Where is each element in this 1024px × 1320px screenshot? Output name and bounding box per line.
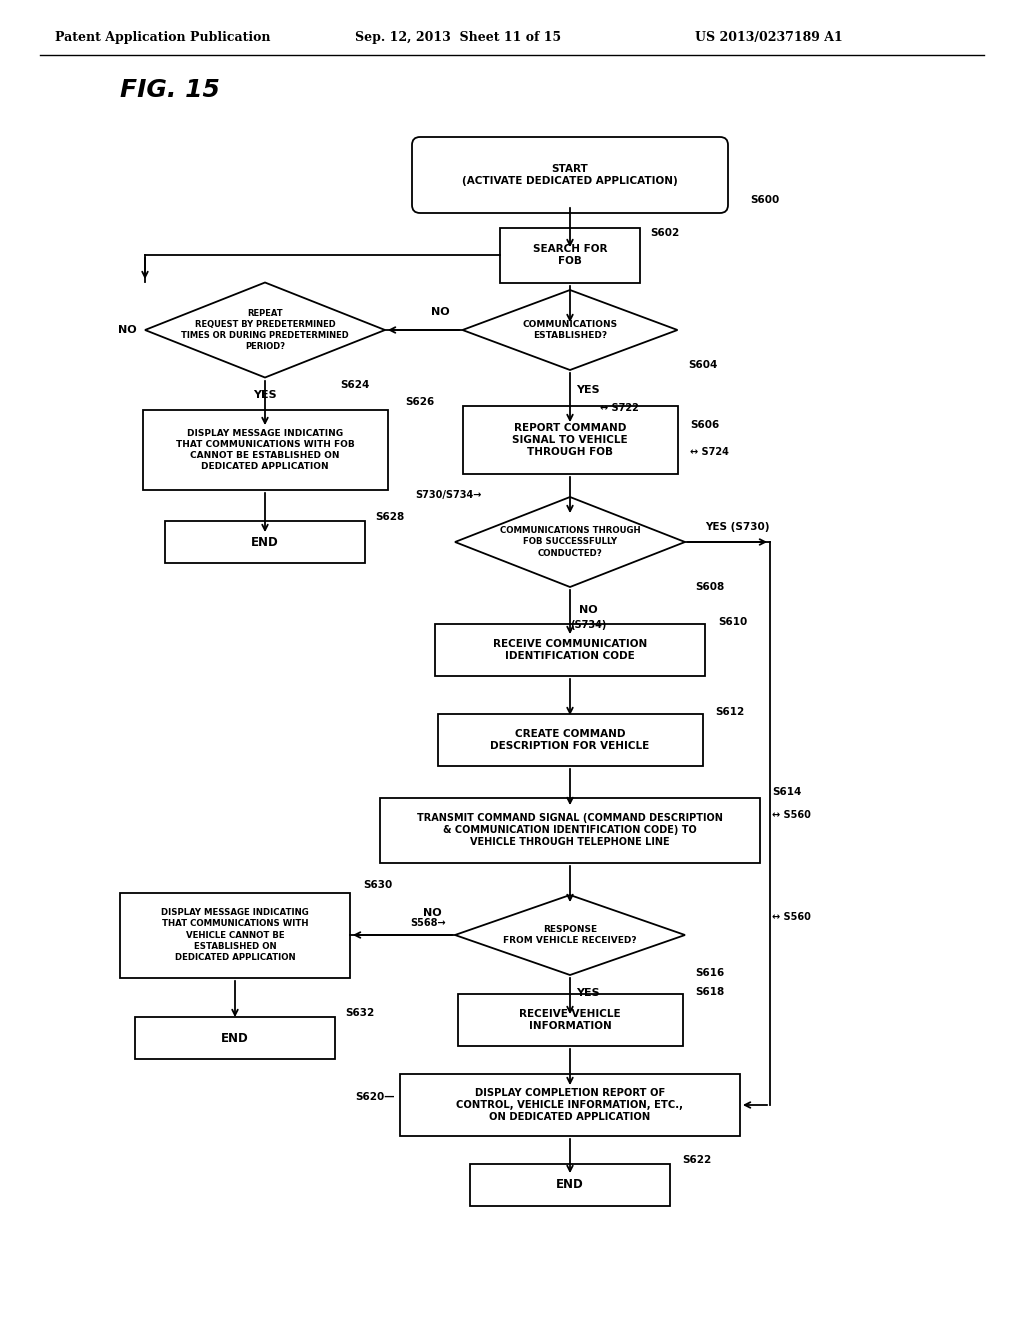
Text: END: END (221, 1031, 249, 1044)
Bar (135, 1016, 335, 1059)
Text: END: END (251, 536, 279, 549)
Text: SEARCH FOR
FOB: SEARCH FOR FOB (532, 244, 607, 267)
Text: REPORT COMMAND
SIGNAL TO VEHICLE
THROUGH FOB: REPORT COMMAND SIGNAL TO VEHICLE THROUGH… (512, 422, 628, 458)
Text: TRANSMIT COMMAND SIGNAL (COMMAND DESCRIPTION
& COMMUNICATION IDENTIFICATION CODE: TRANSMIT COMMAND SIGNAL (COMMAND DESCRIP… (417, 813, 723, 847)
Text: COMMUNICATIONS
ESTABLISHED?: COMMUNICATIONS ESTABLISHED? (522, 319, 617, 341)
Text: CREATE COMMAND
DESCRIPTION FOR VEHICLE: CREATE COMMAND DESCRIPTION FOR VEHICLE (490, 729, 649, 751)
Text: S628: S628 (375, 512, 404, 521)
Text: RESPONSE
FROM VEHICLE RECEIVED?: RESPONSE FROM VEHICLE RECEIVED? (503, 925, 637, 945)
Text: START
(ACTIVATE DEDICATED APPLICATION): START (ACTIVATE DEDICATED APPLICATION) (462, 164, 678, 186)
Text: S568→: S568→ (410, 917, 445, 928)
Bar (437, 714, 702, 766)
Text: US 2013/0237189 A1: US 2013/0237189 A1 (695, 30, 843, 44)
Bar (400, 1074, 740, 1137)
Text: NO: NO (423, 908, 441, 917)
Text: S614: S614 (772, 787, 802, 797)
Text: ↔ S724: ↔ S724 (690, 447, 729, 457)
Text: YES: YES (577, 385, 600, 395)
Text: ↔ S560: ↔ S560 (772, 912, 811, 921)
Text: S608: S608 (695, 582, 724, 591)
Text: DISPLAY MESSAGE INDICATING
THAT COMMUNICATIONS WITH FOB
CANNOT BE ESTABLISHED ON: DISPLAY MESSAGE INDICATING THAT COMMUNIC… (176, 429, 354, 471)
Text: DISPLAY COMPLETION REPORT OF
CONTROL, VEHICLE INFORMATION, ETC.,
ON DEDICATED AP: DISPLAY COMPLETION REPORT OF CONTROL, VE… (457, 1088, 683, 1122)
Text: FIG. 15: FIG. 15 (120, 78, 220, 102)
Text: S606: S606 (690, 420, 719, 430)
Bar (470, 1164, 670, 1206)
Text: S630: S630 (362, 880, 392, 890)
Text: S602: S602 (650, 228, 679, 238)
Text: REPEAT
REQUEST BY PREDETERMINED
TIMES OR DURING PREDETERMINED
PERIOD?: REPEAT REQUEST BY PREDETERMINED TIMES OR… (181, 309, 349, 351)
Text: YES: YES (577, 987, 600, 998)
Text: S600: S600 (750, 195, 779, 205)
Text: NO: NO (431, 308, 450, 317)
FancyBboxPatch shape (412, 137, 728, 213)
Bar (120, 892, 350, 978)
Text: S610: S610 (718, 616, 748, 627)
Polygon shape (455, 895, 685, 975)
Text: DISPLAY MESSAGE INDICATING
THAT COMMUNICATIONS WITH
VEHICLE CANNOT BE
ESTABLISHE: DISPLAY MESSAGE INDICATING THAT COMMUNIC… (161, 908, 309, 962)
Text: S612: S612 (715, 708, 744, 717)
Text: YES: YES (253, 389, 276, 400)
Text: S624: S624 (340, 380, 370, 389)
Text: NO: NO (579, 605, 597, 615)
Text: S620—: S620— (355, 1092, 394, 1102)
Text: Patent Application Publication: Patent Application Publication (55, 30, 270, 44)
Polygon shape (145, 282, 385, 378)
Bar (380, 797, 760, 862)
Text: END: END (556, 1179, 584, 1192)
Bar (458, 994, 683, 1045)
Text: ↔ S722: ↔ S722 (600, 403, 639, 413)
Text: S632: S632 (345, 1008, 374, 1018)
Text: S622: S622 (682, 1155, 712, 1166)
Text: S730/S734→: S730/S734→ (415, 490, 481, 500)
Bar (435, 624, 705, 676)
Bar (463, 407, 678, 474)
Text: COMMUNICATIONS THROUGH
FOB SUCCESSFULLY
CONDUCTED?: COMMUNICATIONS THROUGH FOB SUCCESSFULLY … (500, 527, 640, 557)
Bar (142, 411, 387, 490)
Text: RECEIVE VEHICLE
INFORMATION: RECEIVE VEHICLE INFORMATION (519, 1008, 621, 1031)
Text: S618: S618 (695, 987, 724, 997)
Text: S604: S604 (688, 360, 718, 370)
Bar (500, 227, 640, 282)
Bar (165, 521, 365, 564)
Polygon shape (463, 290, 678, 370)
Text: S616: S616 (695, 968, 724, 978)
Text: RECEIVE COMMUNICATION
IDENTIFICATION CODE: RECEIVE COMMUNICATION IDENTIFICATION COD… (493, 639, 647, 661)
Text: ↔ S560: ↔ S560 (772, 810, 811, 820)
Text: NO: NO (119, 325, 137, 335)
Text: S626: S626 (406, 397, 434, 407)
Text: YES (S730): YES (S730) (705, 521, 769, 532)
Text: Sep. 12, 2013  Sheet 11 of 15: Sep. 12, 2013 Sheet 11 of 15 (355, 30, 561, 44)
Text: (S734): (S734) (569, 620, 606, 630)
Polygon shape (455, 498, 685, 587)
